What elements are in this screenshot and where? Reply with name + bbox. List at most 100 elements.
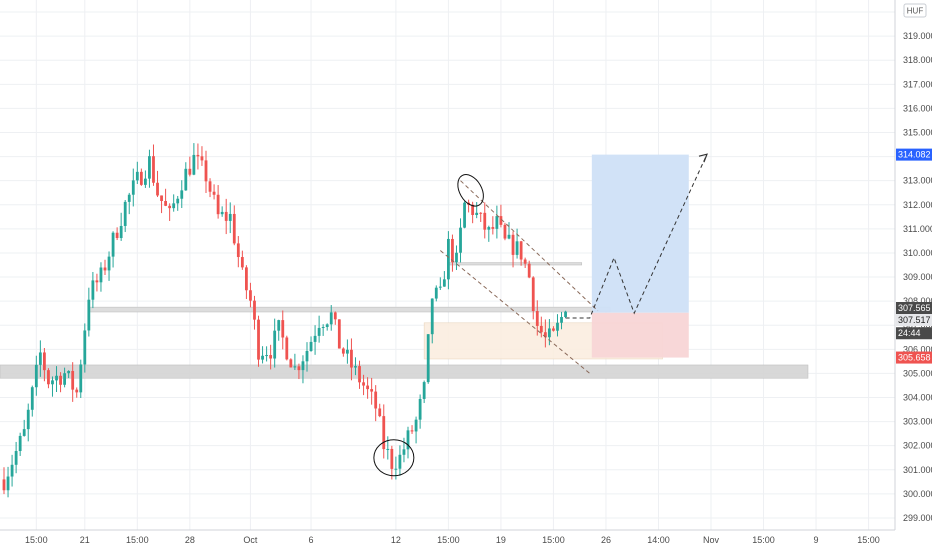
y-tick-label: 308.000	[903, 296, 932, 306]
y-tick-label: 313.000	[903, 176, 932, 186]
drawings[interactable]	[373, 153, 708, 477]
candle	[188, 156, 192, 177]
last-price-badge: 307.565	[896, 302, 932, 315]
candle	[103, 259, 107, 276]
candle	[38, 340, 42, 377]
candle	[459, 218, 462, 263]
candle	[212, 184, 216, 200]
candle	[208, 178, 212, 198]
x-tick-label: 15:00	[857, 535, 880, 545]
candle	[18, 432, 22, 456]
x-tick-label: 21	[80, 535, 90, 545]
candle	[22, 419, 26, 437]
y-tick-label: 306.000	[903, 344, 932, 354]
candle	[59, 372, 62, 393]
candle	[333, 311, 337, 325]
candle	[285, 335, 289, 361]
candle	[410, 425, 414, 434]
countdown-text: 24:44	[898, 328, 921, 338]
candle	[160, 195, 163, 214]
candle	[313, 325, 317, 355]
candle	[200, 146, 204, 166]
highlight-ellipse[interactable]	[453, 170, 489, 210]
minor-resistance[interactable]	[448, 262, 583, 266]
candle	[115, 227, 119, 241]
x-tick-label: 26	[601, 535, 611, 545]
candle	[148, 149, 151, 188]
candle	[556, 314, 559, 337]
candle	[240, 250, 244, 270]
candle	[184, 162, 188, 191]
y-tick-label: 310.000	[903, 248, 932, 258]
candle	[277, 319, 281, 341]
y-tick-label: 318.000	[903, 55, 932, 65]
candle	[422, 380, 426, 404]
candle	[499, 204, 503, 228]
sr-band[interactable]	[0, 364, 809, 379]
target-price-text: 314.082	[898, 150, 931, 160]
candle	[438, 277, 442, 291]
candle	[281, 310, 285, 350]
candle	[434, 285, 438, 302]
candle	[144, 170, 147, 188]
candle	[329, 305, 333, 331]
candle	[196, 143, 200, 170]
target-price-badge: 314.082	[896, 148, 932, 161]
x-tick-label: 15:00	[752, 535, 775, 545]
candle	[305, 342, 309, 372]
candle	[487, 225, 491, 242]
candle	[297, 363, 301, 380]
candle	[95, 273, 99, 292]
stop-zone[interactable]	[591, 312, 689, 358]
countdown-badge: 24:44	[896, 327, 932, 340]
stop-price-badge: 305.658	[896, 351, 932, 364]
candle	[10, 454, 14, 487]
y-tick-label: 302.000	[903, 441, 932, 451]
grid	[0, 0, 895, 530]
candle	[362, 374, 365, 396]
x-tick-label: 12	[391, 535, 401, 545]
candle	[442, 271, 446, 287]
candle	[273, 318, 277, 368]
candle	[224, 198, 228, 235]
candle	[131, 168, 135, 207]
y-tick-label: 311.000	[903, 224, 932, 234]
y-tick-label: 299.000	[903, 513, 932, 523]
candle	[321, 324, 325, 336]
candle	[519, 240, 523, 266]
candle	[523, 257, 527, 268]
candle	[366, 377, 369, 399]
candle	[341, 347, 345, 357]
candle	[337, 319, 341, 349]
candle	[139, 168, 143, 186]
candle	[289, 358, 293, 368]
channel-line[interactable]	[440, 250, 591, 374]
candle	[374, 385, 378, 422]
target-zone[interactable]	[591, 154, 689, 313]
candle	[325, 323, 329, 331]
time-axis[interactable]: 15:00 21 15:00 28 Oct 6 12 15:00 19 15:00 26 14:00 N…	[25, 535, 880, 545]
candle	[119, 212, 123, 241]
resistance-line[interactable]	[88, 306, 611, 313]
candle	[560, 311, 563, 330]
candle	[176, 195, 180, 211]
candle	[232, 205, 236, 246]
candle	[507, 222, 511, 240]
candle	[475, 202, 479, 219]
candle	[127, 192, 131, 215]
candle	[382, 404, 386, 459]
risk-reward-tool[interactable]	[591, 154, 689, 358]
highlight-ellipse[interactable]	[373, 439, 415, 477]
candle	[2, 467, 6, 495]
candle	[172, 194, 176, 212]
candle	[548, 319, 551, 346]
projection-path[interactable]	[565, 153, 708, 319]
candle	[552, 326, 555, 332]
channel-line[interactable]	[460, 180, 599, 312]
x-tick-label: 19	[496, 535, 506, 545]
candle	[79, 359, 83, 398]
candle	[30, 385, 34, 417]
